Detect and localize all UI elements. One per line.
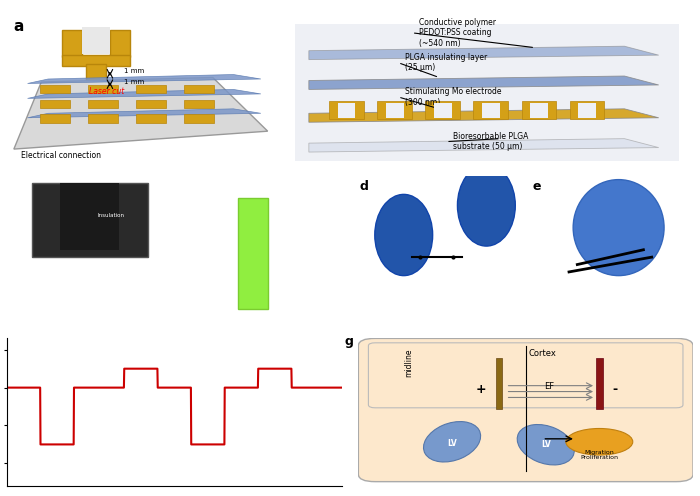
Text: Insulation: Insulation [98,213,125,218]
Text: 1 mm: 1 mm [124,68,144,74]
Polygon shape [309,46,659,60]
Text: Migration
Proliferation: Migration Proliferation [580,450,618,460]
FancyBboxPatch shape [377,101,412,119]
FancyBboxPatch shape [239,198,268,309]
Ellipse shape [424,422,481,462]
Polygon shape [309,139,659,152]
FancyBboxPatch shape [136,85,166,93]
FancyBboxPatch shape [62,30,83,57]
FancyBboxPatch shape [330,101,364,119]
FancyBboxPatch shape [368,343,683,408]
FancyBboxPatch shape [530,103,547,118]
Text: -: - [612,383,618,396]
Text: Cortex: Cortex [528,349,556,358]
Polygon shape [27,89,261,98]
FancyBboxPatch shape [88,115,118,123]
Polygon shape [14,77,267,149]
FancyBboxPatch shape [136,115,166,123]
FancyBboxPatch shape [522,101,556,119]
Polygon shape [27,74,261,83]
FancyBboxPatch shape [386,103,403,118]
Ellipse shape [374,194,433,276]
FancyBboxPatch shape [136,100,166,108]
Text: Stimulation
site: Stimulation site [98,262,130,273]
FancyBboxPatch shape [482,103,500,118]
FancyBboxPatch shape [184,115,214,123]
Text: PLGA insulating layer
(25 μm): PLGA insulating layer (25 μm) [405,53,487,72]
FancyBboxPatch shape [295,24,679,161]
FancyBboxPatch shape [426,101,460,119]
FancyBboxPatch shape [434,103,452,118]
FancyBboxPatch shape [60,184,120,250]
Ellipse shape [517,425,574,465]
FancyBboxPatch shape [596,358,603,409]
Text: d: d [359,181,368,193]
Text: midline: midline [404,349,413,377]
Text: LV: LV [541,440,551,449]
Text: Stimulating Mo electrode
(300 nm): Stimulating Mo electrode (300 nm) [405,87,501,107]
FancyBboxPatch shape [184,100,214,108]
FancyBboxPatch shape [40,85,70,93]
Ellipse shape [566,429,633,455]
FancyBboxPatch shape [337,103,356,118]
FancyBboxPatch shape [496,358,503,409]
Text: Implanted
part: Implanted part [260,184,289,194]
Polygon shape [27,109,261,118]
Text: Electrical connection: Electrical connection [21,150,101,160]
Text: b: b [12,181,21,193]
Text: a: a [14,19,24,34]
Text: g: g [345,335,354,348]
Text: c: c [186,181,193,193]
Polygon shape [309,109,659,122]
FancyBboxPatch shape [86,64,106,83]
FancyBboxPatch shape [110,30,130,57]
FancyBboxPatch shape [32,184,148,257]
Text: +: + [475,383,486,396]
Text: Conductive polymer
PEDOT:PSS coating
(~540 nm): Conductive polymer PEDOT:PSS coating (~5… [419,18,496,48]
FancyBboxPatch shape [88,100,118,108]
FancyBboxPatch shape [83,27,110,54]
FancyBboxPatch shape [570,101,604,119]
FancyBboxPatch shape [578,103,596,118]
FancyBboxPatch shape [40,115,70,123]
FancyBboxPatch shape [358,338,693,482]
FancyBboxPatch shape [473,101,508,119]
Text: EF: EF [544,381,554,391]
Polygon shape [309,76,659,89]
FancyBboxPatch shape [184,85,214,93]
Text: e: e [533,181,541,193]
Text: 1 mm: 1 mm [124,79,144,85]
FancyBboxPatch shape [62,55,130,65]
FancyBboxPatch shape [88,85,118,93]
Ellipse shape [457,165,515,246]
Ellipse shape [573,180,664,276]
Text: Laser cut: Laser cut [90,87,125,96]
Text: Bioresorbable PLGA
substrate (50 μm): Bioresorbable PLGA substrate (50 μm) [453,132,528,151]
Text: LV: LV [447,439,457,448]
FancyBboxPatch shape [40,100,70,108]
